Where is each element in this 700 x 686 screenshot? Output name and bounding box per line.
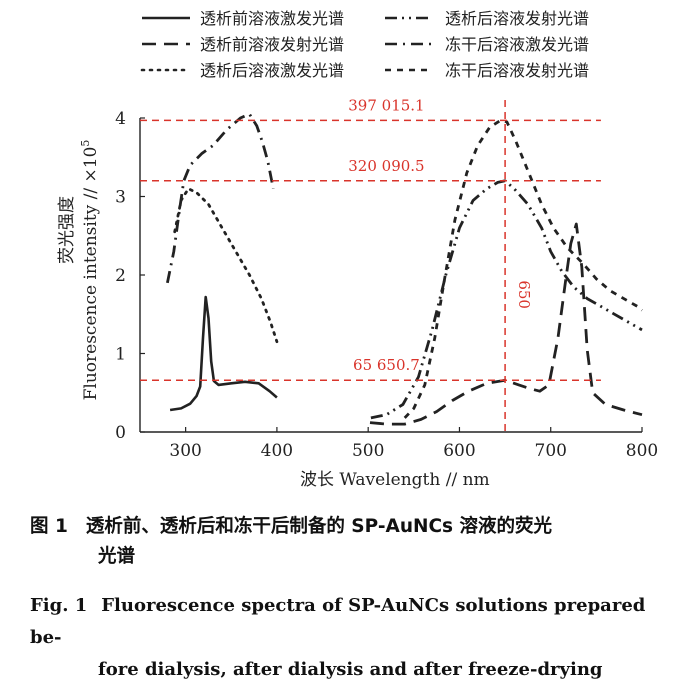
caption-en-line1: Fig. 1 Fluorescence spectra of SP-AuNCs s… — [30, 590, 680, 654]
y-axis-title-cn: 荧光强度 — [57, 196, 77, 264]
plot-area — [166, 112, 643, 426]
x-tick-label-300: 300 — [169, 441, 201, 461]
caption-en-label: Fig. 1 — [30, 595, 88, 616]
caption-en-text1: Fluorescence spectra of SP-AuNCs solutio… — [30, 595, 646, 648]
y-axis-title-cn-group: 荧光强度 — [57, 196, 77, 264]
x-tick-label-400: 400 — [261, 441, 293, 461]
series-line-before-dialysis-emission — [369, 222, 643, 426]
y-axis-title-en-main: Fluorescence intensity // ×10 — [81, 147, 101, 401]
annotation-hline-label-1: 397 015.1 — [348, 96, 424, 114]
x-tick-label-700: 700 — [535, 441, 567, 461]
legend-label-before-dialysis-excitation: 透析前溶液激发光谱 — [200, 9, 344, 28]
y-tick-label-4: 4 — [115, 109, 126, 129]
x-tick-label-800: 800 — [626, 441, 658, 461]
caption-cn-label: 图 1 — [30, 516, 68, 537]
x-axis-title: 波长 Wavelength // nm — [300, 470, 490, 490]
series-line-after-dialysis-emission — [370, 179, 643, 420]
y-tick-label-1: 1 — [115, 345, 126, 365]
legend-label-before-dialysis-emission: 透析前溶液发射光谱 — [200, 35, 344, 54]
caption-cn-text1: 透析前、透析后和冻干后制备的 SP-AuNCs 溶液的荧光 — [85, 516, 553, 537]
series-line-after-dialysis-excitation — [173, 187, 279, 344]
y-axis-title-en: Fluorescence intensity // ×105 — [79, 140, 101, 401]
y-tick-label-3: 3 — [115, 188, 126, 208]
annotations: 397 015.1 320 090.5 65 650.7 650 — [140, 96, 601, 432]
series-line-freeze-dried-emission — [403, 119, 643, 419]
ticks: 300 400 500 600 700 800 0 1 2 3 4 — [115, 109, 658, 461]
legend-label-freeze-dried-emission: 冻干后溶液发射光谱 — [445, 61, 589, 80]
annotation-vline-label: 650 — [515, 280, 533, 309]
caption-cn-text2: 光谱 — [98, 546, 136, 567]
y-axis-title-exp: 5 — [79, 140, 92, 147]
x-tick-label-600: 600 — [443, 441, 475, 461]
caption-english: Fig. 1 Fluorescence spectra of SP-AuNCs s… — [30, 590, 680, 686]
caption-en-text2: fore dialysis, after dialysis and after … — [98, 659, 603, 680]
y-tick-label-0: 0 — [115, 423, 126, 443]
series-line-before-dialysis-excitation — [169, 295, 278, 412]
annotation-hline-label-3: 65 650.7 — [353, 356, 420, 374]
y-axis-title-en-group: Fluorescence intensity // ×105 — [79, 140, 101, 401]
annotation-hline-label-2: 320 090.5 — [348, 157, 424, 175]
legend-label-after-dialysis-emission: 透析后溶液发射光谱 — [445, 9, 589, 28]
caption-cn-line1: 图 1 透析前、透析后和冻干后制备的 SP-AuNCs 溶液的荧光 — [30, 512, 680, 542]
caption-chinese: 图 1 透析前、透析后和冻干后制备的 SP-AuNCs 溶液的荧光 光谱 — [30, 512, 680, 572]
figure: 透析前溶液激发光谱 透析后溶液发射光谱透析前溶液发射光谱 冻干后溶液激发光谱透析后溶… — [30, 9, 680, 680]
y-tick-label-2: 2 — [115, 266, 126, 286]
legend-label-after-dialysis-excitation: 透析后溶液激发光谱 — [200, 61, 344, 80]
series-line-freeze-dried-excitation — [166, 112, 275, 284]
x-tick-label-500: 500 — [352, 441, 384, 461]
legend-label-freeze-dried-excitation: 冻干后溶液激发光谱 — [445, 35, 589, 54]
